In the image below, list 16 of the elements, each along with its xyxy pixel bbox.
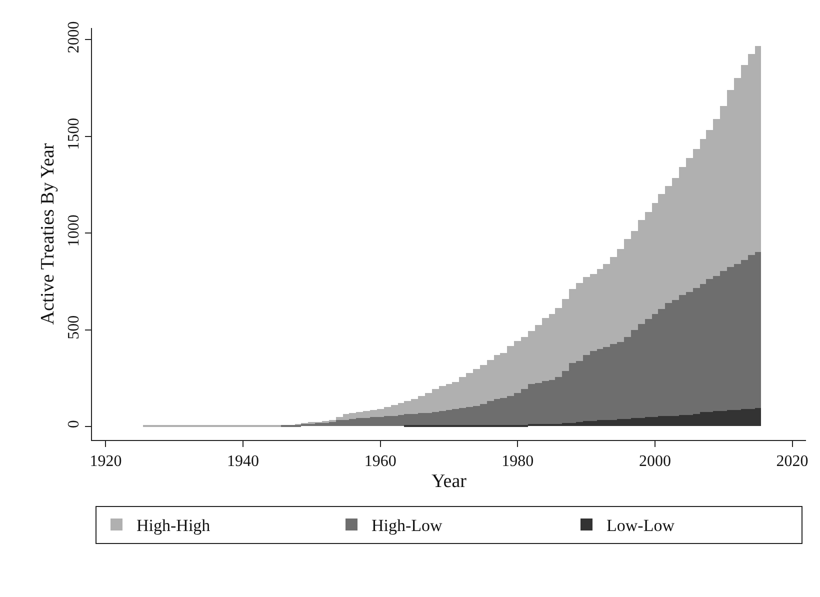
y-tick-label: 0 xyxy=(66,420,83,428)
y-axis-title: Active Treaties By Year xyxy=(37,142,58,325)
x-tick-label: 1940 xyxy=(227,453,260,470)
x-tick-label: 1980 xyxy=(502,453,534,470)
legend-label: Low-Low xyxy=(606,516,676,536)
y-tick-label: 500 xyxy=(66,315,83,340)
x-tick-label: 2020 xyxy=(776,453,808,470)
x-tick-label: 2000 xyxy=(638,453,671,470)
legend-label: High-High xyxy=(136,516,211,536)
legend-label: High-Low xyxy=(372,516,444,536)
y-tick-label: 2000 xyxy=(66,21,83,54)
x-tick-label: 1960 xyxy=(364,453,396,470)
y-tick-label: 1500 xyxy=(66,118,83,150)
y-tick-label: 1000 xyxy=(66,214,83,247)
x-axis-title: Year xyxy=(431,471,468,492)
x-tick-label: 1920 xyxy=(90,453,122,470)
